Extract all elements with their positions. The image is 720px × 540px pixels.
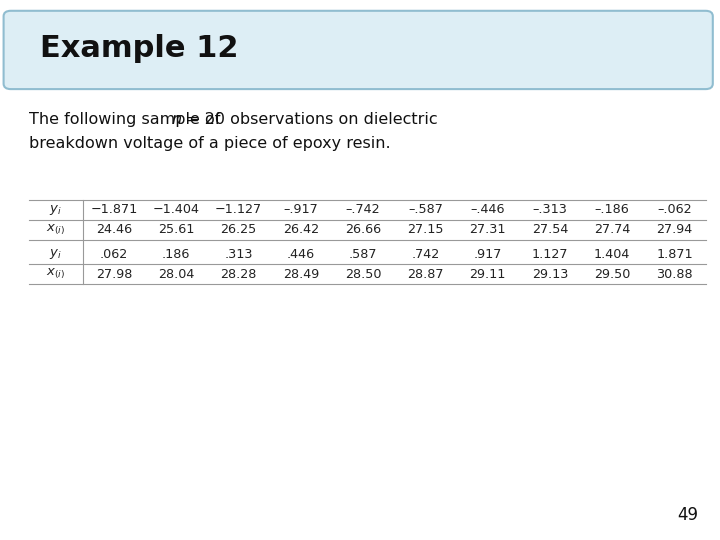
Text: 28.28: 28.28 xyxy=(220,267,257,281)
Text: −1.404: −1.404 xyxy=(153,203,199,217)
Text: –.062: –.062 xyxy=(657,203,692,217)
Text: 26.25: 26.25 xyxy=(220,223,256,237)
Text: n: n xyxy=(171,112,181,127)
Text: 28.50: 28.50 xyxy=(345,267,382,281)
Text: –.587: –.587 xyxy=(408,203,443,217)
Text: .742: .742 xyxy=(411,247,439,261)
Text: 28.49: 28.49 xyxy=(283,267,319,281)
Text: 27.54: 27.54 xyxy=(531,223,568,237)
Text: –.742: –.742 xyxy=(346,203,380,217)
Text: .587: .587 xyxy=(348,247,377,261)
Text: 26.42: 26.42 xyxy=(283,223,319,237)
Text: 29.11: 29.11 xyxy=(469,267,506,281)
Text: 27.98: 27.98 xyxy=(96,267,132,281)
Text: 29.50: 29.50 xyxy=(594,267,631,281)
Text: Example 12: Example 12 xyxy=(40,34,238,63)
Text: 27.74: 27.74 xyxy=(594,223,631,237)
Text: –.446: –.446 xyxy=(470,203,505,217)
Text: 24.46: 24.46 xyxy=(96,223,132,237)
Text: –.917: –.917 xyxy=(284,203,318,217)
Text: 30.88: 30.88 xyxy=(656,267,693,281)
Text: 1.127: 1.127 xyxy=(531,247,568,261)
Text: .446: .446 xyxy=(287,247,315,261)
Text: The following sample of: The following sample of xyxy=(29,112,225,127)
Text: breakdown voltage of a piece of epoxy resin.: breakdown voltage of a piece of epoxy re… xyxy=(29,136,390,151)
Text: .062: .062 xyxy=(100,247,128,261)
Text: .186: .186 xyxy=(162,247,190,261)
Text: = 20 observations on dielectric: = 20 observations on dielectric xyxy=(181,112,437,127)
Text: –.186: –.186 xyxy=(595,203,629,217)
Text: 27.31: 27.31 xyxy=(469,223,506,237)
Text: .313: .313 xyxy=(224,247,253,261)
Text: −1.127: −1.127 xyxy=(215,203,262,217)
Text: 28.87: 28.87 xyxy=(407,267,444,281)
Text: –.313: –.313 xyxy=(533,203,567,217)
Text: 49: 49 xyxy=(678,506,698,524)
Text: 27.94: 27.94 xyxy=(657,223,693,237)
Text: $y_i$: $y_i$ xyxy=(50,203,62,217)
Text: 26.66: 26.66 xyxy=(345,223,381,237)
Text: 1.871: 1.871 xyxy=(656,247,693,261)
Text: $x_{(i)}$: $x_{(i)}$ xyxy=(46,222,66,237)
Text: 27.15: 27.15 xyxy=(407,223,444,237)
Text: 25.61: 25.61 xyxy=(158,223,194,237)
Text: $x_{(i)}$: $x_{(i)}$ xyxy=(46,267,66,281)
Text: 29.13: 29.13 xyxy=(531,267,568,281)
Text: .917: .917 xyxy=(474,247,502,261)
Text: −1.871: −1.871 xyxy=(90,203,138,217)
Text: 1.404: 1.404 xyxy=(594,247,631,261)
Text: 28.04: 28.04 xyxy=(158,267,194,281)
Text: $y_i$: $y_i$ xyxy=(50,247,62,261)
FancyBboxPatch shape xyxy=(4,11,713,89)
